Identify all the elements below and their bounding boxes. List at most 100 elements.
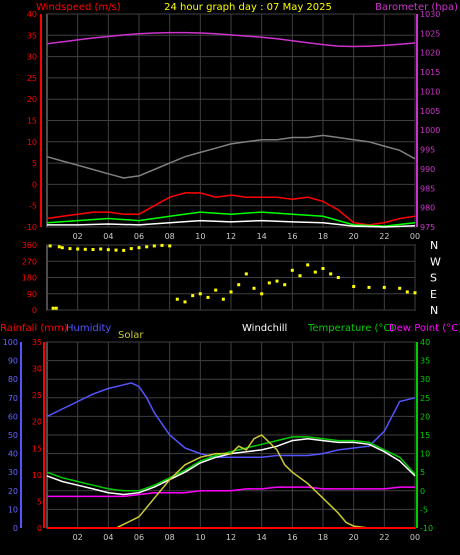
- y-tick-label: 40: [8, 450, 18, 459]
- direction-point: [367, 285, 371, 289]
- x-tick-label: 04: [103, 232, 113, 241]
- y-tick-label: 1015: [420, 68, 440, 77]
- y-tick-label: 30: [420, 375, 430, 384]
- direction-point: [306, 263, 310, 267]
- y-tick-label: 35: [32, 338, 42, 347]
- direction-point: [298, 274, 302, 278]
- x-tick-label: 06: [134, 232, 144, 241]
- y-tick-label: 20: [8, 487, 18, 496]
- compass-label: E: [430, 288, 437, 301]
- direction-point: [283, 283, 287, 287]
- x-tick-label: 04: [103, 533, 113, 542]
- y-tick-label: 1025: [420, 29, 440, 38]
- y-tick-label: 10: [420, 450, 430, 459]
- humidity-axis-title: Humidity: [66, 323, 111, 334]
- y-tick-label: 25: [420, 394, 430, 403]
- y-tick-label: 1020: [420, 49, 440, 58]
- direction-point: [152, 244, 156, 248]
- direction-point: [267, 281, 271, 285]
- y-tick-label: 1030: [420, 10, 440, 19]
- x-tick-label: 18: [318, 232, 328, 241]
- direction-point: [76, 247, 80, 251]
- direction-point: [83, 247, 87, 251]
- direction-point: [57, 245, 61, 249]
- direction-point: [175, 297, 179, 301]
- x-tick-label: 02: [73, 533, 83, 542]
- direction-point: [244, 272, 248, 276]
- y-tick-label: 10: [27, 138, 37, 147]
- x-tick-label: 06: [134, 533, 144, 542]
- direction-point: [137, 246, 141, 250]
- series-line: [46, 192, 416, 226]
- y-tick-label: 0: [32, 180, 37, 189]
- x-tick-label: 02: [73, 232, 83, 241]
- y-tick-label: 30: [32, 365, 42, 374]
- direction-point: [129, 247, 133, 251]
- series-line: [46, 31, 416, 48]
- series-line: [47, 434, 415, 529]
- direction-point: [168, 244, 172, 248]
- y-tick-label: 15: [420, 431, 430, 440]
- y-tick-label: 5: [37, 497, 42, 506]
- x-tick-label: 16: [287, 232, 297, 241]
- x-tick-label: 10: [195, 232, 205, 241]
- direction-point: [122, 248, 126, 252]
- y-tick-label: 360: [22, 241, 37, 250]
- y-tick-label: 20: [420, 412, 430, 421]
- direction-point: [60, 246, 64, 250]
- y-tick-label: 35: [27, 31, 37, 40]
- direction-point: [352, 285, 356, 288]
- compass-label: N: [430, 239, 438, 252]
- series-line: [47, 219, 416, 228]
- y-tick-label: 90: [27, 290, 37, 299]
- direction-point: [336, 276, 340, 279]
- direction-point: [221, 297, 225, 301]
- direction-point: [106, 248, 110, 252]
- y-tick-label: 80: [8, 375, 18, 384]
- direction-point: [160, 243, 164, 247]
- y-tick-label: 50: [8, 431, 18, 440]
- wind-direction-chart: 360 N 270 W 180 S 90 E 0 N: [22, 239, 441, 317]
- direction-point: [206, 295, 210, 299]
- x-tick-label: 20: [349, 533, 359, 542]
- x-tick-label: 08: [165, 232, 175, 241]
- temperature-humidity-chart: 02 04 06 08 10 12 14 16 18 20 22 001009080706050403…: [3, 338, 433, 542]
- compass-label: W: [430, 255, 441, 268]
- y-tick-label: 985: [420, 184, 435, 193]
- x-tick-label: 22: [379, 533, 389, 542]
- y-tick-label: -5: [420, 505, 428, 514]
- x-tick-label: 16: [287, 533, 297, 542]
- y-tick-label: 0: [32, 306, 37, 315]
- windspeed-axis-title: Windspeed (m/s): [36, 2, 121, 13]
- direction-point: [214, 288, 218, 292]
- direction-point: [54, 306, 58, 310]
- y-tick-label: 30: [8, 468, 18, 477]
- direction-point: [51, 306, 55, 310]
- direction-point: [275, 279, 279, 283]
- direction-point: [114, 248, 118, 252]
- y-tick-label: 90: [8, 357, 18, 366]
- y-tick-label: 990: [420, 165, 435, 174]
- y-tick-label: -5: [29, 202, 37, 211]
- barometer-axis-title: Barometer (hpa): [375, 2, 458, 13]
- series-line: [46, 211, 416, 227]
- y-tick-label: 30: [27, 53, 37, 62]
- y-tick-label: 10: [32, 471, 42, 480]
- direction-point: [290, 268, 294, 272]
- graph-title: 24 hour graph day : 07 May 2025: [164, 2, 332, 13]
- direction-point: [191, 294, 195, 298]
- x-tick-label: 20: [349, 232, 359, 241]
- x-tick-label: 10: [195, 533, 205, 542]
- y-tick-label: 40: [420, 338, 430, 347]
- y-tick-label: 25: [27, 74, 37, 83]
- y-tick-label: 70: [8, 394, 18, 403]
- direction-point: [99, 247, 103, 251]
- direction-point: [145, 245, 149, 249]
- direction-point: [329, 272, 333, 276]
- direction-point: [91, 248, 95, 251]
- y-tick-label: 15: [32, 444, 42, 453]
- y-tick-label: -10: [420, 524, 433, 533]
- y-tick-label: 1000: [420, 126, 440, 135]
